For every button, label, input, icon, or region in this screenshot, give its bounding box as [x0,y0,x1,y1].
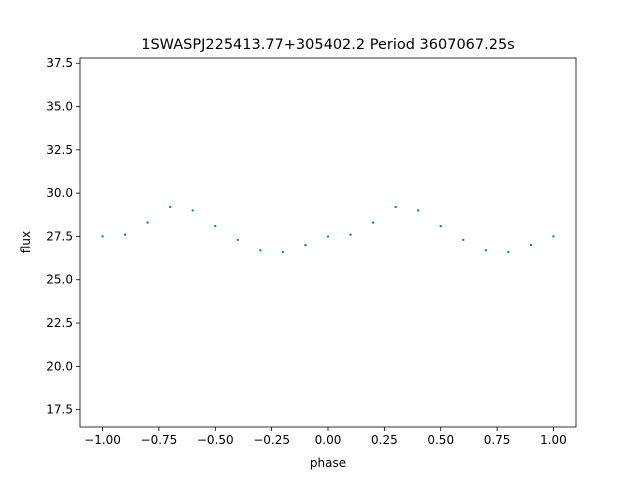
data-point [168,205,172,209]
x-tick-label: −1.00 [84,433,121,447]
data-point [214,224,217,228]
x-tick-label: 0.75 [484,433,511,447]
data-point [281,250,285,254]
data-point [371,221,375,224]
data-point [507,250,510,254]
y-tick-label: 20.0 [46,359,73,373]
x-tick-label: 0.25 [371,433,398,447]
data-points [101,205,555,254]
x-tick-label: −0.25 [253,433,290,447]
x-axis-label: phase [310,456,346,470]
y-tick-label: 25.0 [46,273,73,287]
data-point [484,249,488,252]
x-tick-label: −0.75 [141,433,178,447]
plot-frame [79,57,577,428]
y-tick-label: 17.5 [46,403,73,417]
x-tick-label: 0.00 [315,433,342,447]
y-axis: 17.5 20.0 22.5 25.0 27.5 30.0 32.5 35.0 37.5 [46,56,80,417]
x-tick-label: −0.50 [197,433,234,447]
y-tick-label: 37.5 [46,56,73,70]
data-point [349,233,352,236]
chart-title: 1SWASPJ225413.77+305402.2 Period 3607067… [141,37,515,53]
data-point [101,235,104,238]
y-tick-label: 27.5 [46,229,73,243]
y-tick-label: 35.0 [46,100,73,114]
data-point [236,238,240,242]
data-point [259,249,262,252]
data-point [552,235,555,238]
data-point [146,221,149,224]
y-tick-label: 30.0 [46,186,73,200]
data-point [191,209,194,212]
data-point [439,224,442,228]
x-tick-label: 1.00 [540,433,567,447]
x-tick-label: 0.50 [427,433,454,447]
y-tick-label: 32.5 [46,143,73,157]
data-point [304,243,307,247]
x-axis: −1.00 −0.75 −0.50 −0.25 0.00 0.25 0.50 0.75 1.00 [84,427,567,447]
data-point [529,243,533,247]
data-point [394,205,397,209]
data-point [462,238,465,242]
y-axis-label: flux [19,231,33,253]
data-point [123,233,127,236]
y-tick-label: 22.5 [46,316,73,330]
data-point [416,209,420,212]
data-point [326,235,330,238]
